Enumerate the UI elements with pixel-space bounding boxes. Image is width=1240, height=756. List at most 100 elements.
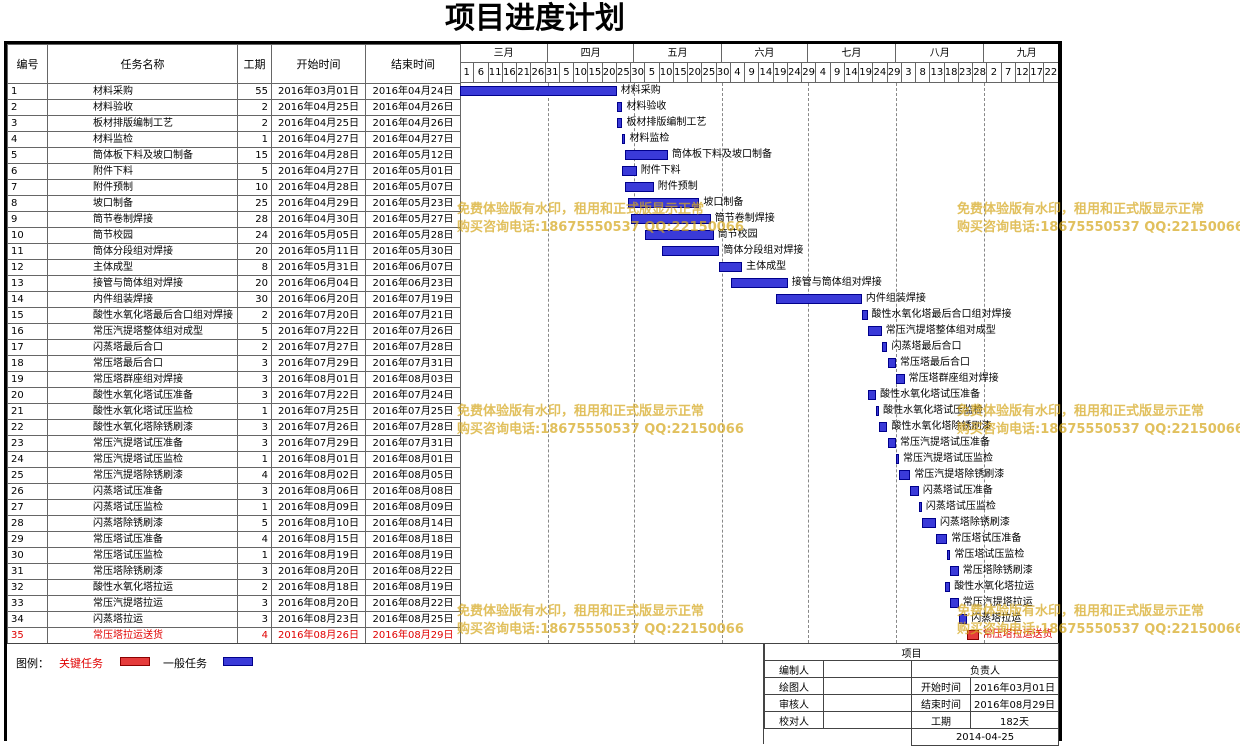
task-row[interactable]: 19 常压塔群座组对焊接 3 2016年08月01日 2016年08月03日 — [7, 371, 461, 388]
task-row[interactable]: 18 常压塔最后合口 3 2016年07月29日 2016年07月31日 — [7, 355, 461, 372]
task-id: 29 — [7, 531, 48, 548]
month-header: 九月 — [984, 44, 1058, 63]
task-row[interactable]: 32 酸性水氧化塔拉运 2 2016年08月18日 2016年08月19日 — [7, 579, 461, 596]
task-bar[interactable] — [622, 166, 637, 176]
task-id: 31 — [7, 563, 48, 580]
task-bar[interactable] — [887, 358, 897, 368]
task-row[interactable]: 2 材料验收 2 2016年04月25日 2016年04月26日 — [7, 99, 461, 116]
task-row[interactable]: 30 常压塔试压监检 1 2016年08月19日 2016年08月19日 — [7, 547, 461, 564]
task-id: 27 — [7, 499, 48, 516]
day-tick: 21 — [517, 63, 532, 83]
task-row[interactable]: 16 常压汽提塔整体组对成型 5 2016年07月22日 2016年07月26日 — [7, 323, 461, 340]
task-bar[interactable] — [876, 406, 880, 416]
task-row[interactable]: 34 闪蒸塔拉运 3 2016年08月23日 2016年08月25日 — [7, 611, 461, 628]
task-row[interactable]: 35 常压塔拉运送货 4 2016年08月26日 2016年08月29日 — [7, 627, 461, 644]
task-id: 9 — [7, 211, 48, 228]
task-bar[interactable] — [645, 230, 714, 240]
task-days: 2 — [237, 339, 272, 356]
task-bar[interactable] — [878, 422, 888, 432]
task-bar[interactable] — [935, 534, 948, 544]
task-bar[interactable] — [921, 518, 936, 528]
task-bar[interactable] — [867, 326, 882, 336]
task-row[interactable]: 31 常压塔除锈刷漆 3 2016年08月20日 2016年08月22日 — [7, 563, 461, 580]
task-bar[interactable] — [950, 598, 959, 608]
task-bar[interactable] — [719, 262, 743, 272]
task-row[interactable]: 5 筒体板下料及坡口制备 15 2016年04月28日 2016年05月12日 — [7, 147, 461, 164]
task-bar[interactable] — [616, 102, 623, 112]
task-bar[interactable] — [616, 118, 623, 128]
task-row[interactable]: 20 酸性水氧化塔试压准备 3 2016年07月22日 2016年07月24日 — [7, 387, 461, 404]
task-bar[interactable] — [898, 470, 911, 480]
task-end: 2016年05月30日 — [365, 243, 461, 260]
task-row[interactable]: 14 内件组装焊接 30 2016年06月20日 2016年07月19日 — [7, 291, 461, 308]
task-id: 7 — [7, 179, 48, 196]
task-bar[interactable] — [730, 278, 788, 288]
day-tick: 10 — [659, 63, 674, 83]
task-row[interactable]: 15 酸性水氧化塔最后合口组对焊接 2 2016年07月20日 2016年07月21日 — [7, 307, 461, 324]
task-end: 2016年08月22日 — [365, 595, 461, 612]
task-bar[interactable] — [896, 454, 900, 464]
task-bar[interactable] — [631, 214, 711, 224]
legend-critical-swatch — [120, 657, 150, 666]
task-bar[interactable] — [958, 614, 968, 624]
task-bar[interactable] — [460, 86, 617, 96]
task-row[interactable]: 11 筒体分段组对焊接 20 2016年05月11日 2016年05月30日 — [7, 243, 461, 260]
task-row[interactable]: 12 主体成型 8 2016年05月31日 2016年06月07日 — [7, 259, 461, 276]
task-bar[interactable] — [628, 198, 700, 208]
task-row[interactable]: 22 酸性水氧化塔除锈刷漆 3 2016年07月26日 2016年07月28日 — [7, 419, 461, 436]
task-row[interactable]: 24 常压汽提塔试压监检 1 2016年08月01日 2016年08月01日 — [7, 451, 461, 468]
task-start: 2016年08月19日 — [271, 547, 366, 564]
task-row[interactable]: 26 闪蒸塔试压准备 3 2016年08月06日 2016年08月08日 — [7, 483, 461, 500]
task-start: 2016年08月06日 — [271, 483, 366, 500]
task-bar[interactable] — [896, 374, 905, 384]
task-end: 2016年08月19日 — [365, 579, 461, 596]
task-start: 2016年04月25日 — [271, 99, 366, 116]
task-bar[interactable] — [861, 310, 868, 320]
task-row[interactable]: 13 接管与筒体组对焊接 20 2016年06月04日 2016年06月23日 — [7, 275, 461, 292]
task-row[interactable]: 6 附件下料 5 2016年04月27日 2016年05月01日 — [7, 163, 461, 180]
task-row[interactable]: 27 闪蒸塔试压监检 1 2016年08月09日 2016年08月09日 — [7, 499, 461, 516]
task-row[interactable]: 21 酸性水氧化塔试压监检 1 2016年07月25日 2016年07月25日 — [7, 403, 461, 420]
task-row[interactable]: 8 坡口制备 25 2016年04月29日 2016年05月23日 — [7, 195, 461, 212]
task-start: 2016年07月20日 — [271, 307, 366, 324]
task-bar[interactable] — [625, 150, 669, 160]
task-row[interactable]: 23 常压汽提塔试压准备 3 2016年07月29日 2016年07月31日 — [7, 435, 461, 452]
task-row[interactable]: 29 常压塔试压准备 4 2016年08月15日 2016年08月18日 — [7, 531, 461, 548]
task-bar-label: 常压塔试压准备 — [951, 533, 1022, 544]
editor-value — [823, 660, 912, 678]
task-row[interactable]: 9 筒节卷制焊接 28 2016年04月30日 2016年05月27日 — [7, 211, 461, 228]
task-end: 2016年06月07日 — [365, 259, 461, 276]
task-id: 2 — [7, 99, 48, 116]
task-start: 2016年07月26日 — [271, 419, 366, 436]
task-bar-label: 常压汽提塔整体组对成型 — [885, 325, 996, 336]
task-bar[interactable] — [881, 342, 888, 352]
task-row[interactable]: 4 材料监检 1 2016年04月27日 2016年04月27日 — [7, 131, 461, 148]
task-start: 2016年04月28日 — [271, 147, 366, 164]
task-bar[interactable] — [944, 582, 951, 592]
task-row[interactable]: 25 常压汽提塔除锈刷漆 4 2016年08月02日 2016年08月05日 — [7, 467, 461, 484]
task-row[interactable]: 28 闪蒸塔除锈刷漆 5 2016年08月10日 2016年08月14日 — [7, 515, 461, 532]
task-start: 2016年07月27日 — [271, 339, 366, 356]
task-row[interactable]: 1 材料采购 55 2016年03月01日 2016年04月24日 — [7, 83, 461, 100]
critical-task-bar[interactable] — [967, 630, 979, 640]
task-row[interactable]: 3 板材排版编制工艺 2 2016年04月25日 2016年04月26日 — [7, 115, 461, 132]
task-bar[interactable] — [950, 566, 959, 576]
task-bar[interactable] — [625, 182, 654, 192]
task-row[interactable]: 33 常压汽提塔拉运 3 2016年08月20日 2016年08月22日 — [7, 595, 461, 612]
task-bar-label: 材料采购 — [620, 85, 661, 96]
task-bar[interactable] — [887, 438, 897, 448]
task-bar[interactable] — [622, 134, 626, 144]
task-bar[interactable] — [867, 390, 877, 400]
task-days: 15 — [237, 147, 272, 164]
task-row[interactable]: 17 闪蒸塔最后合口 2 2016年07月27日 2016年07月28日 — [7, 339, 461, 356]
task-bar[interactable] — [947, 550, 951, 560]
task-name: 常压汽提塔整体组对成型 — [47, 323, 238, 340]
task-bar[interactable] — [918, 502, 922, 512]
task-row[interactable]: 10 筒节校园 24 2016年05月05日 2016年05月28日 — [7, 227, 461, 244]
task-bar[interactable] — [776, 294, 862, 304]
task-row[interactable]: 7 附件预制 10 2016年04月28日 2016年05月07日 — [7, 179, 461, 196]
task-bar-label: 常压塔拉运送货 — [982, 629, 1053, 640]
task-bar[interactable] — [662, 246, 720, 256]
task-bar[interactable] — [910, 486, 919, 496]
day-tick: 10 — [574, 63, 589, 83]
